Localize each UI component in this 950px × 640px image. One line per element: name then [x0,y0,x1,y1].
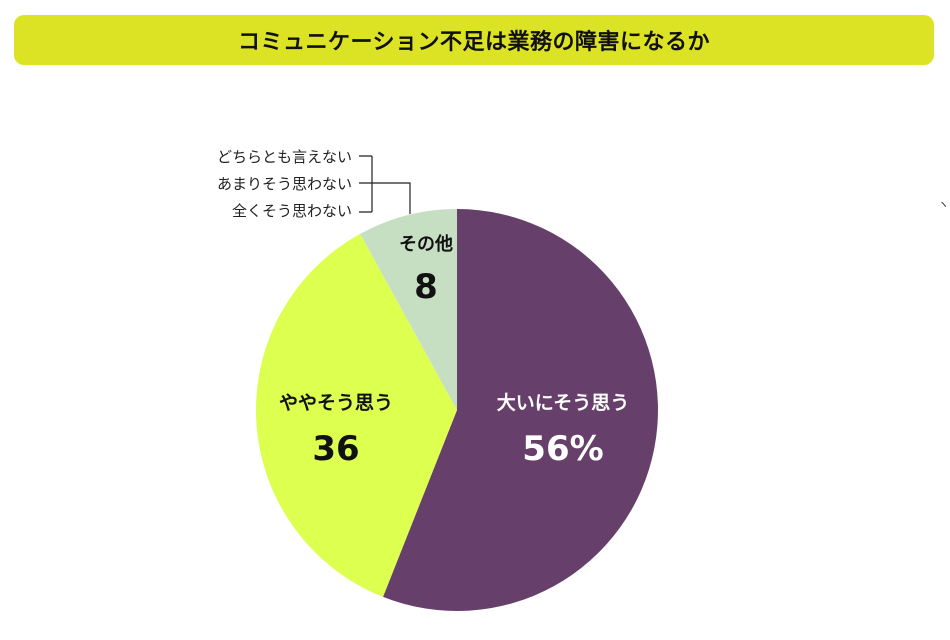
breakdown-connector [359,155,411,214]
pie-slice [383,209,658,611]
slice-value-label: 56% [522,429,603,469]
pie-slice [360,209,457,410]
slice-value-label: 8 [414,267,438,307]
title-banner: コミュニケーション不足は業務の障害になるか [14,15,934,65]
breakdown-item: あまりそう思わない [217,175,352,193]
breakdown-item: どちらとも言えない [217,148,352,166]
slice-value-label: 36 [312,429,359,469]
pie-slices [255,209,658,611]
pie-slice [255,233,457,597]
chart-title: コミュニケーション不足は業務の障害になるか [237,30,711,55]
slice-name-label: 大いにそう思う [497,391,630,414]
slice-name-label: ややそう思う [279,392,393,414]
slice-labels: 大いにそう思う 56% ややそう思う 36 その他 8 [279,233,629,469]
stray-mark: ヽ [938,198,949,211]
slice-name-label: その他 [399,233,453,255]
breakdown-item: 全くそう思わない [232,202,352,220]
